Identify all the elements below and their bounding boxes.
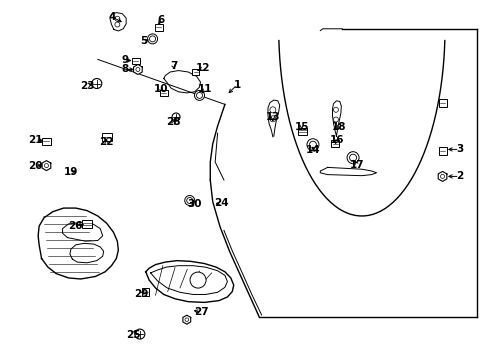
- Bar: [102, 133, 111, 141]
- Text: 14: 14: [305, 145, 320, 156]
- Circle shape: [186, 198, 192, 203]
- Text: 9: 9: [121, 55, 128, 66]
- Text: 7: 7: [169, 61, 177, 71]
- Circle shape: [269, 116, 275, 122]
- Text: 26: 26: [68, 221, 83, 231]
- Circle shape: [149, 36, 155, 42]
- Text: 27: 27: [194, 307, 208, 318]
- Bar: [438, 99, 446, 107]
- Text: 19: 19: [63, 167, 78, 177]
- Text: 10: 10: [154, 84, 168, 94]
- Bar: [142, 288, 149, 296]
- Text: 23: 23: [80, 81, 94, 91]
- Text: 5: 5: [141, 36, 147, 46]
- Text: 28: 28: [166, 117, 181, 127]
- Text: 3: 3: [455, 144, 462, 154]
- Text: 4: 4: [108, 12, 116, 22]
- Circle shape: [196, 93, 202, 98]
- Bar: [160, 90, 167, 96]
- Circle shape: [147, 34, 157, 44]
- Bar: [438, 147, 446, 155]
- Circle shape: [349, 154, 356, 161]
- Text: 1: 1: [233, 80, 240, 90]
- Text: 29: 29: [134, 289, 149, 300]
- Text: 2: 2: [455, 171, 462, 181]
- Text: 20: 20: [28, 161, 42, 171]
- Text: 6: 6: [158, 15, 164, 25]
- Text: 15: 15: [294, 122, 308, 132]
- Bar: [155, 23, 163, 31]
- Text: 25: 25: [125, 330, 140, 340]
- Circle shape: [172, 113, 180, 121]
- Bar: [331, 140, 339, 148]
- Circle shape: [136, 67, 140, 72]
- Circle shape: [346, 152, 358, 164]
- Circle shape: [135, 329, 144, 339]
- Circle shape: [306, 139, 318, 151]
- Circle shape: [92, 78, 102, 89]
- Circle shape: [184, 318, 188, 321]
- Circle shape: [333, 117, 338, 122]
- Polygon shape: [437, 171, 446, 181]
- Text: 30: 30: [187, 199, 202, 210]
- Circle shape: [269, 107, 275, 113]
- Text: 11: 11: [198, 84, 212, 94]
- Circle shape: [440, 174, 444, 179]
- Bar: [132, 58, 140, 64]
- Text: 13: 13: [265, 112, 280, 122]
- Bar: [42, 138, 51, 145]
- Circle shape: [115, 22, 120, 27]
- Text: 8: 8: [121, 64, 128, 75]
- Text: 18: 18: [331, 122, 346, 132]
- Circle shape: [190, 272, 205, 288]
- Text: 16: 16: [329, 135, 344, 145]
- Polygon shape: [133, 64, 142, 75]
- Text: 21: 21: [28, 135, 42, 145]
- Bar: [192, 69, 199, 75]
- Text: 17: 17: [349, 160, 364, 170]
- Text: 12: 12: [195, 63, 210, 73]
- Circle shape: [115, 16, 120, 21]
- Polygon shape: [42, 161, 51, 171]
- Circle shape: [194, 90, 204, 100]
- Circle shape: [184, 195, 194, 206]
- Circle shape: [44, 163, 48, 168]
- Circle shape: [333, 107, 338, 112]
- Circle shape: [309, 141, 316, 148]
- Text: 22: 22: [99, 137, 114, 147]
- Bar: [82, 220, 92, 228]
- Polygon shape: [183, 315, 190, 324]
- Bar: [297, 128, 306, 135]
- Text: 24: 24: [213, 198, 228, 208]
